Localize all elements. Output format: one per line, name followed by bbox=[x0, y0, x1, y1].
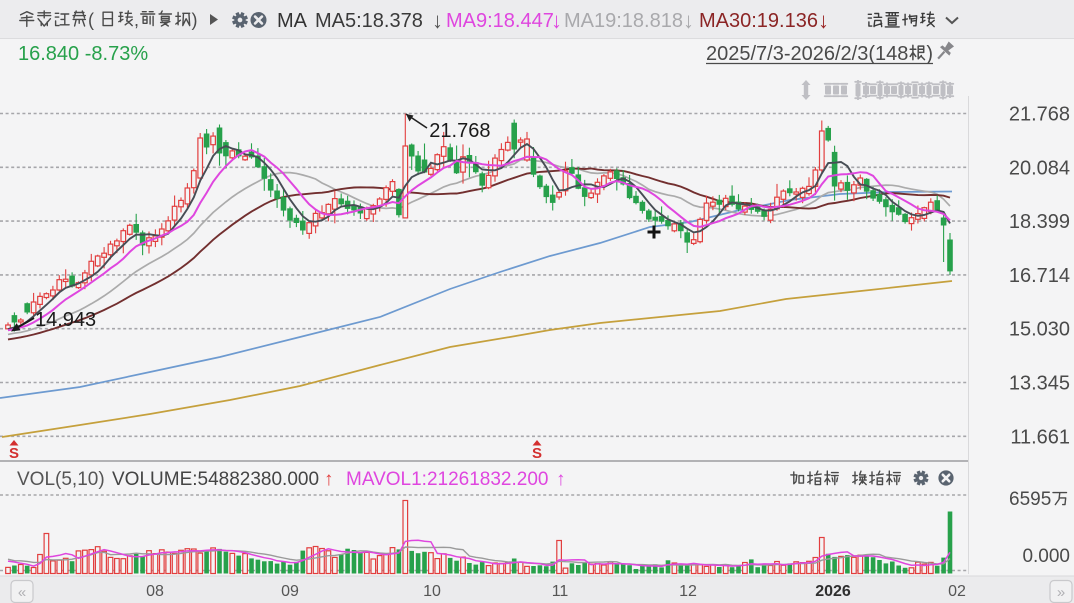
svg-text:14.943: 14.943 bbox=[35, 309, 96, 331]
svg-text:MA9:18.447: MA9:18.447 bbox=[446, 10, 554, 32]
svg-text:VOLUME:54882380.000: VOLUME:54882380.000 bbox=[112, 469, 319, 490]
svg-text:2026: 2026 bbox=[815, 583, 851, 600]
svg-text:16.840 -8.73%: 16.840 -8.73% bbox=[18, 43, 148, 65]
svg-text:(: ( bbox=[88, 10, 94, 30]
svg-text:S: S bbox=[9, 445, 19, 462]
svg-text:↓: ↓ bbox=[683, 8, 694, 33]
svg-text:21.768: 21.768 bbox=[1009, 104, 1070, 126]
svg-text:0.000: 0.000 bbox=[1022, 546, 1070, 567]
svg-text:↑: ↑ bbox=[324, 469, 334, 490]
svg-text:MA5:18.378: MA5:18.378 bbox=[315, 10, 423, 32]
svg-text:↓: ↓ bbox=[551, 8, 562, 33]
svg-text:11: 11 bbox=[552, 583, 569, 600]
svg-text:09: 09 bbox=[281, 583, 299, 600]
svg-text:15.030: 15.030 bbox=[1009, 319, 1070, 341]
svg-text:↓: ↓ bbox=[818, 8, 829, 33]
svg-text:18.399: 18.399 bbox=[1009, 211, 1070, 233]
svg-text:↓: ↓ bbox=[432, 8, 443, 33]
svg-text:): ) bbox=[926, 43, 933, 65]
svg-text:«: « bbox=[18, 584, 26, 601]
svg-text:08: 08 bbox=[146, 583, 164, 600]
svg-text:02: 02 bbox=[948, 583, 966, 600]
svg-text:MA: MA bbox=[277, 10, 308, 32]
svg-text:11.661: 11.661 bbox=[1010, 426, 1070, 448]
svg-text:MAVOL1:21261832.200: MAVOL1:21261832.200 bbox=[346, 469, 548, 490]
svg-text:MA30:19.136: MA30:19.136 bbox=[699, 10, 818, 32]
svg-text:VOL(5,10): VOL(5,10) bbox=[17, 469, 105, 490]
svg-text:21.768: 21.768 bbox=[429, 120, 490, 142]
svg-text:,: , bbox=[134, 10, 139, 30]
svg-text:↑: ↑ bbox=[556, 469, 566, 490]
svg-text:16.714: 16.714 bbox=[1009, 265, 1070, 287]
svg-text:2025/7/3-2026/2/3(148: 2025/7/3-2026/2/3(148 bbox=[706, 43, 908, 65]
svg-text:6595: 6595 bbox=[1009, 489, 1051, 510]
svg-text:12: 12 bbox=[679, 583, 697, 600]
svg-text:20.084: 20.084 bbox=[1009, 157, 1070, 179]
svg-text:10: 10 bbox=[423, 583, 441, 600]
svg-text:MA19:18.818: MA19:18.818 bbox=[564, 10, 683, 32]
svg-text:S: S bbox=[532, 445, 542, 462]
svg-text:): ) bbox=[192, 10, 198, 30]
svg-text:13.345: 13.345 bbox=[1009, 373, 1070, 395]
svg-text:»: » bbox=[1057, 584, 1065, 601]
